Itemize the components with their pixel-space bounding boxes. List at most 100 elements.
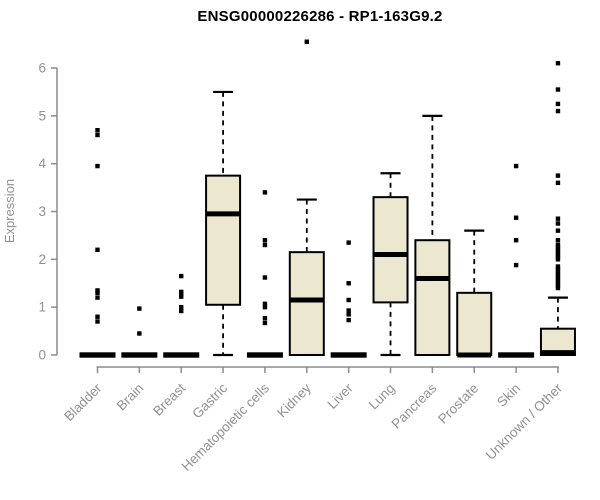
y-tick-label: 3 <box>38 204 46 219</box>
outlier-point <box>262 320 268 326</box>
outlier-point <box>555 252 561 257</box>
outlier-point <box>179 304 184 310</box>
outlier-point <box>262 238 268 243</box>
x-category-label: Gastric <box>189 380 230 421</box>
axes: 0 1 2 3 4 5 6 Expression Bladder Brain Breast Gastr… <box>2 61 565 474</box>
collapsed-box-bar <box>121 352 158 358</box>
outlier-point <box>555 173 561 178</box>
iqr-box <box>414 239 451 356</box>
outlier-point <box>137 331 142 336</box>
y-axis-label: Expression <box>2 179 17 243</box>
outlier-point <box>95 295 100 300</box>
collapsed-box-bar <box>330 352 367 358</box>
outlier-point <box>555 249 561 255</box>
box-kidney <box>288 39 325 356</box>
outlier-point <box>179 294 184 299</box>
x-category-label: Skin <box>494 381 523 410</box>
box-liver <box>330 240 367 358</box>
outlier-point <box>179 289 184 295</box>
outlier-point <box>555 264 561 269</box>
outlier-point <box>513 238 519 243</box>
outlier-point <box>346 297 351 303</box>
collapsed-box-bar <box>163 352 200 358</box>
outlier-point <box>555 285 561 291</box>
iqr-box <box>288 251 325 356</box>
outlier-point <box>95 288 100 293</box>
outlier-point <box>513 262 519 268</box>
y-tick-label: 1 <box>38 300 46 315</box>
x-category-label: Bladder <box>61 380 105 424</box>
y-tick-label: 0 <box>38 348 46 363</box>
box-gastric <box>205 90 242 357</box>
outlier-point <box>95 314 100 319</box>
outlier-point <box>346 281 351 286</box>
outlier-point <box>555 61 561 66</box>
outlier-point <box>555 228 561 233</box>
outlier-point <box>262 315 268 321</box>
outlier-point <box>555 247 561 252</box>
box-pancreas <box>414 114 451 356</box>
iqr-box <box>372 196 409 304</box>
collapsed-box-bar <box>498 352 535 358</box>
box-hematopoietic-cells <box>246 190 283 358</box>
outlier-point <box>555 221 561 226</box>
outlier-point <box>179 308 184 314</box>
box-prostate <box>456 229 493 358</box>
x-category-label: Kidney <box>274 380 314 420</box>
iqr-box <box>456 291 493 357</box>
box-skin <box>498 163 535 358</box>
collapsed-box-bar <box>79 352 116 358</box>
box-unknown-other <box>539 61 576 357</box>
outlier-point <box>95 127 100 133</box>
chart-title: ENSG00000226286 - RP1-163G9.2 <box>197 8 443 25</box>
outlier-point <box>95 319 100 324</box>
outlier-point <box>555 283 561 288</box>
outlier-point <box>262 190 268 195</box>
outlier-point <box>555 108 561 114</box>
outlier-point <box>555 101 561 107</box>
outlier-point <box>555 87 561 92</box>
x-category-label: Unknown / Other <box>483 380 566 463</box>
x-category-label: Pancreas <box>389 380 440 431</box>
outlier-point <box>137 306 142 311</box>
outlier-point <box>262 301 268 307</box>
outlier-point <box>95 163 100 169</box>
outlier-point <box>179 292 184 297</box>
y-tick-label: 5 <box>38 108 46 123</box>
outlier-point <box>555 180 561 186</box>
outlier-point <box>346 308 351 313</box>
outlier-point <box>555 254 561 260</box>
outlier-point <box>346 240 351 245</box>
outlier-point <box>513 163 519 169</box>
outlier-point <box>262 304 268 310</box>
outlier-point <box>262 275 268 280</box>
y-tick-label: 2 <box>38 252 46 267</box>
outlier-point <box>555 216 561 221</box>
collapsed-box-bar <box>246 352 283 358</box>
outlier-point <box>555 242 561 248</box>
outlier-point <box>555 273 561 279</box>
outlier-point <box>555 278 561 284</box>
outlier-point <box>346 317 351 323</box>
box-bladder <box>79 127 116 358</box>
x-category-label: Breast <box>150 380 188 418</box>
outlier-point <box>262 242 268 248</box>
outlier-point <box>95 132 100 138</box>
y-tick-label: 6 <box>38 61 46 76</box>
outlier-point <box>555 245 561 250</box>
y-tick-label: 4 <box>38 156 46 171</box>
box-brain <box>121 306 158 358</box>
outlier-point <box>555 238 561 243</box>
outlier-point <box>555 271 561 276</box>
x-category-label: Lung <box>366 381 398 413</box>
outlier-point <box>95 247 100 252</box>
iqr-box <box>205 174 242 306</box>
outlier-point <box>513 215 519 220</box>
x-category-label: Liver <box>324 380 356 412</box>
x-category-label: Prostate <box>435 381 481 427</box>
outlier-point <box>555 269 561 274</box>
box-breast <box>163 273 200 358</box>
outlier-point <box>304 39 309 44</box>
